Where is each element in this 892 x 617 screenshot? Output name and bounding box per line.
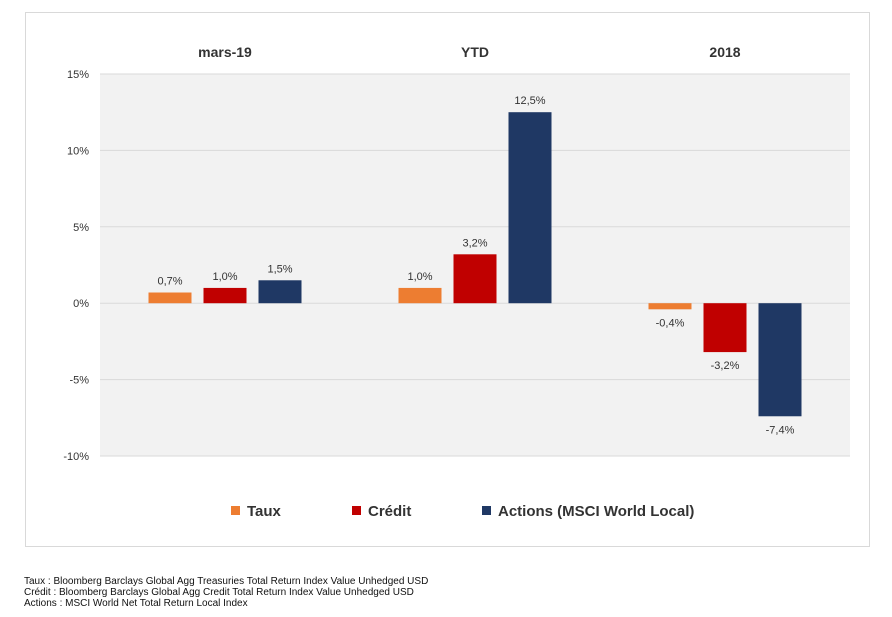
footnote-actions: Actions : MSCI World Net Total Return Lo… bbox=[24, 598, 248, 609]
y-tick-label: 15% bbox=[67, 69, 89, 81]
data-label: 3,2% bbox=[462, 237, 487, 249]
y-tick-label: 0% bbox=[73, 298, 89, 310]
legend-label: Crédit bbox=[368, 503, 411, 520]
legend-label: Taux bbox=[247, 503, 282, 520]
data-label: 1,0% bbox=[407, 271, 432, 283]
group-title: YTD bbox=[461, 44, 489, 60]
bar bbox=[258, 280, 302, 304]
data-label: 0,7% bbox=[157, 276, 182, 288]
y-tick-label: -5% bbox=[69, 375, 89, 387]
y-tick-label: -10% bbox=[63, 451, 89, 463]
bar bbox=[398, 287, 442, 304]
group-title: 2018 bbox=[709, 44, 740, 60]
bar bbox=[203, 287, 247, 304]
data-label: -0,4% bbox=[656, 317, 685, 329]
footnotes: Taux : Bloomberg Barclays Global Agg Tre… bbox=[24, 576, 428, 609]
bar bbox=[703, 303, 747, 353]
footnote-credit: Crédit : Bloomberg Barclays Global Agg C… bbox=[24, 587, 414, 598]
data-label: 1,0% bbox=[212, 271, 237, 283]
legend-swatch bbox=[482, 506, 491, 515]
legend-label: Actions (MSCI World Local) bbox=[498, 503, 694, 520]
legend-swatch bbox=[231, 506, 240, 515]
legend-swatch bbox=[352, 506, 361, 515]
data-label: 12,5% bbox=[514, 95, 545, 107]
bar bbox=[148, 292, 192, 304]
data-label: -3,2% bbox=[711, 360, 740, 372]
bar bbox=[453, 254, 497, 304]
footnote-taux: Taux : Bloomberg Barclays Global Agg Tre… bbox=[24, 576, 429, 587]
group-title: mars-19 bbox=[198, 44, 252, 60]
bar bbox=[648, 303, 692, 310]
y-tick-label: 5% bbox=[73, 222, 89, 234]
data-label: 1,5% bbox=[267, 263, 292, 275]
y-tick-label: 10% bbox=[67, 145, 89, 157]
data-label: -7,4% bbox=[766, 424, 795, 436]
bar bbox=[508, 112, 552, 304]
bar bbox=[758, 303, 802, 417]
